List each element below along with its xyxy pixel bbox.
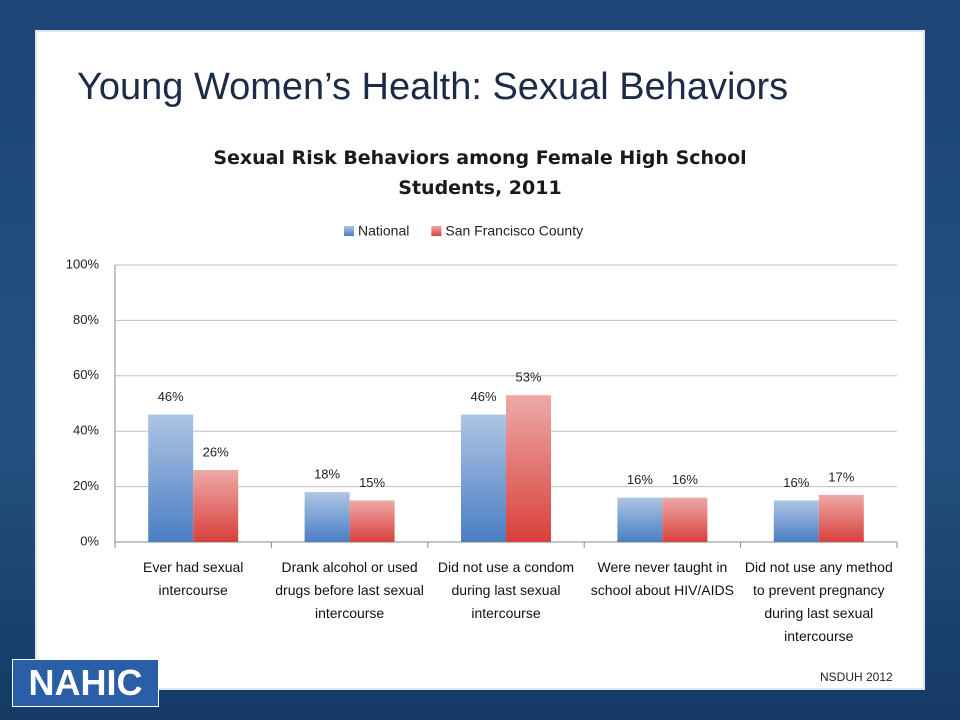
x-tick-label: Did not use a condom during last sexual … (437, 559, 575, 621)
y-tick-label: 0% (80, 533, 99, 548)
y-tick-label: 20% (73, 478, 99, 493)
chart-title: Sexual Risk Behaviors among Female High … (213, 147, 747, 199)
x-tick-label: Ever had sexual intercourse (142, 559, 244, 598)
data-label: 18% (314, 467, 340, 482)
x-tick-label: Were never taught in school about HIV/AI… (590, 559, 734, 598)
data-label: 16% (672, 472, 698, 487)
bar (662, 497, 708, 542)
x-tick-label: Did not use any method to prevent pregna… (744, 559, 893, 644)
y-tick-label: 60% (73, 367, 99, 382)
legend-label: National (358, 223, 409, 239)
bar (461, 414, 506, 542)
slide-panel (35, 30, 925, 690)
data-label: 16% (783, 475, 809, 490)
x-tick-label: Drank alcohol or used drugs before last … (275, 559, 424, 621)
legend-label: San Francisco County (445, 223, 583, 239)
bar (506, 395, 551, 542)
bar (349, 500, 395, 542)
source: NSDUH 2012 (820, 670, 893, 684)
legend-swatch (431, 226, 442, 236)
data-label: 53% (515, 370, 541, 385)
y-tick-label: 80% (73, 312, 99, 327)
data-label: 26% (203, 444, 229, 459)
bar (304, 492, 350, 542)
y-tick-label: 100% (66, 256, 100, 271)
legend-swatch (344, 226, 354, 236)
data-label: 16% (627, 472, 653, 487)
logo: NAHIC (12, 659, 159, 707)
bar (193, 469, 239, 542)
data-label: 46% (470, 389, 496, 404)
bar (148, 414, 194, 542)
data-label: 17% (828, 469, 854, 484)
y-tick-label: 40% (73, 423, 99, 438)
data-label: 15% (359, 475, 385, 490)
bar (818, 494, 864, 542)
data-label: 46% (158, 389, 184, 404)
bar (617, 497, 663, 542)
slide-title: Young Women’s Health: Sexual Behaviors (77, 66, 789, 108)
bar (773, 500, 819, 542)
